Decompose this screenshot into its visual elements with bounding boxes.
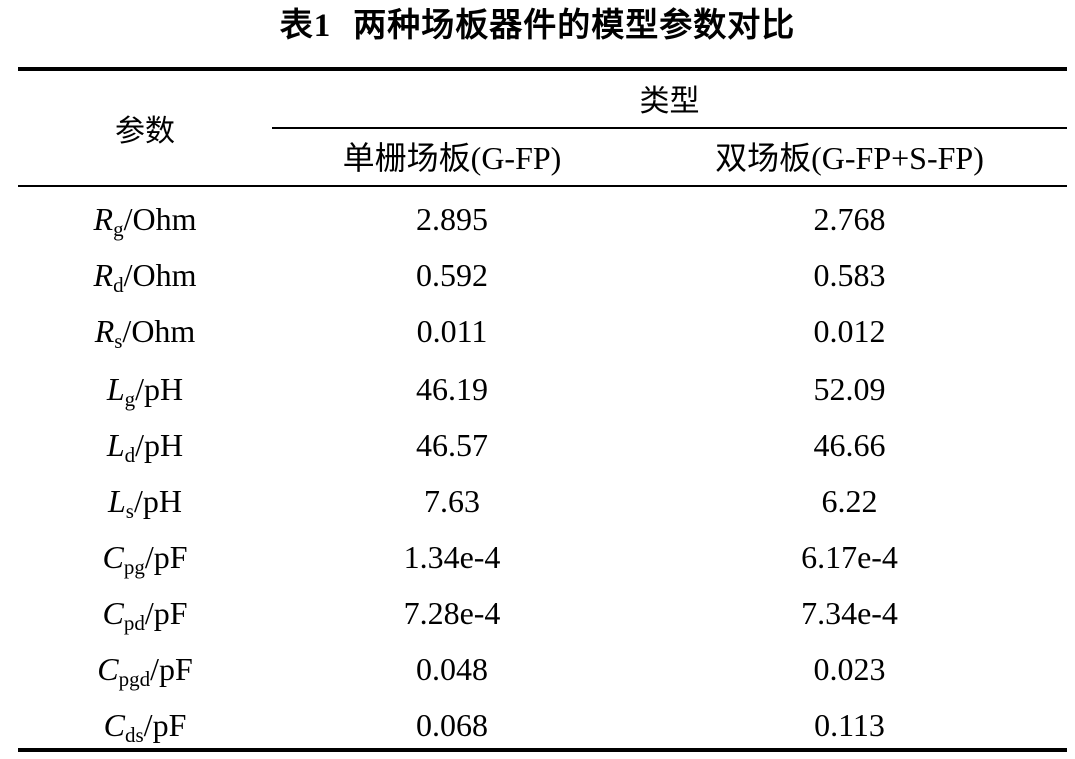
table-cell-single-gate-fp: 0.592	[416, 257, 488, 293]
table-cell-dual-fp: 0.012	[813, 313, 886, 349]
param-unit: /pF	[144, 595, 188, 631]
param-subscript: d	[124, 443, 136, 467]
table-row-param: Rg/Ohm	[18, 199, 272, 241]
table-cell-dual-fp: 2.768	[813, 201, 886, 237]
param-subscript: s	[125, 499, 134, 523]
param-unit: /pF	[150, 651, 193, 687]
table-cell-single-gate-fp: 46.57	[416, 427, 488, 463]
table-row-param: Rs/Ohm	[18, 311, 272, 353]
param-symbol: C	[102, 595, 124, 631]
table-cell-single-gate-fp: 7.63	[424, 483, 480, 519]
param-symbol: R	[93, 257, 114, 293]
param-subscript: ds	[124, 723, 144, 747]
table-row-param: Ls/pH	[18, 481, 272, 523]
param-subscript: g	[113, 217, 124, 241]
table-cell-dual-fp: 0.583	[813, 257, 886, 293]
param-subscript: pg	[123, 555, 145, 579]
param-symbol: C	[97, 651, 119, 687]
header-sub-rule	[272, 127, 1067, 129]
table-cell-single-gate-fp: 2.895	[416, 201, 488, 237]
table-number: 表1	[279, 8, 332, 44]
param-unit: /pH	[133, 483, 182, 519]
param-subscript: d	[113, 273, 124, 297]
table-row-param: Cpg/pF	[18, 537, 272, 579]
table-cell-single-gate-fp: 0.048	[416, 651, 488, 687]
top-rule	[18, 67, 1067, 71]
header-param: 参数	[115, 114, 175, 149]
table-cell-single-gate-fp: 1.34e-4	[403, 539, 501, 575]
table-cell-single-gate-fp: 0.011	[416, 313, 488, 349]
table-row-param: Lg/pH	[18, 369, 272, 411]
table-cell-dual-fp: 7.34e-4	[801, 595, 898, 631]
param-symbol: C	[103, 707, 125, 743]
bottom-rule	[18, 748, 1067, 752]
param-unit: /Ohm	[123, 201, 197, 237]
param-unit: /pF	[144, 539, 188, 575]
table-row-param: Ld/pH	[18, 425, 272, 467]
param-symbol: C	[102, 539, 124, 575]
param-subscript: pgd	[118, 667, 151, 691]
table-row-param: Cpgd/pF	[18, 649, 272, 691]
param-unit: /pH	[135, 427, 184, 463]
table-row-param: Cpd/pF	[18, 593, 272, 635]
table-row-param: Rd/Ohm	[18, 255, 272, 297]
table-cell-single-gate-fp: 46.19	[416, 371, 488, 407]
header-col-single-gate-fp: 单栅场板(G-FP)	[342, 140, 562, 176]
param-subscript: pd	[123, 611, 145, 635]
table-cell-dual-fp: 0.113	[814, 707, 885, 743]
table-cell-single-gate-fp: 7.28e-4	[403, 595, 501, 631]
header-rule	[18, 185, 1067, 187]
table-caption: 两种场板器件的模型参数对比	[353, 5, 796, 44]
table-row-param: Cds/pF	[18, 705, 272, 747]
param-symbol: R	[94, 313, 115, 349]
table-cell-dual-fp: 6.22	[821, 483, 878, 519]
param-unit: /Ohm	[123, 257, 197, 293]
table-cell-dual-fp: 6.17e-4	[801, 539, 898, 575]
table-cell-dual-fp: 0.023	[813, 651, 886, 687]
param-subscript: g	[124, 387, 136, 411]
header-type: 类型	[639, 84, 700, 119]
param-unit: /pH	[135, 371, 184, 407]
table-cell-dual-fp: 46.66	[813, 427, 886, 463]
table-cell-single-gate-fp: 0.068	[416, 707, 488, 743]
table-title: 表1 两种场板器件的模型参数对比	[0, 2, 1075, 49]
param-symbol: L	[106, 427, 125, 463]
param-symbol: L	[106, 371, 125, 407]
param-unit: /pF	[143, 707, 187, 743]
param-unit: /Ohm	[122, 313, 196, 349]
table-cell-dual-fp: 52.09	[813, 371, 886, 407]
param-symbol: R	[93, 201, 114, 237]
param-subscript: s	[114, 329, 123, 353]
header-col-dual-fp: 双场板(G-FP+S-FP)	[715, 140, 984, 176]
param-symbol: L	[108, 483, 126, 519]
